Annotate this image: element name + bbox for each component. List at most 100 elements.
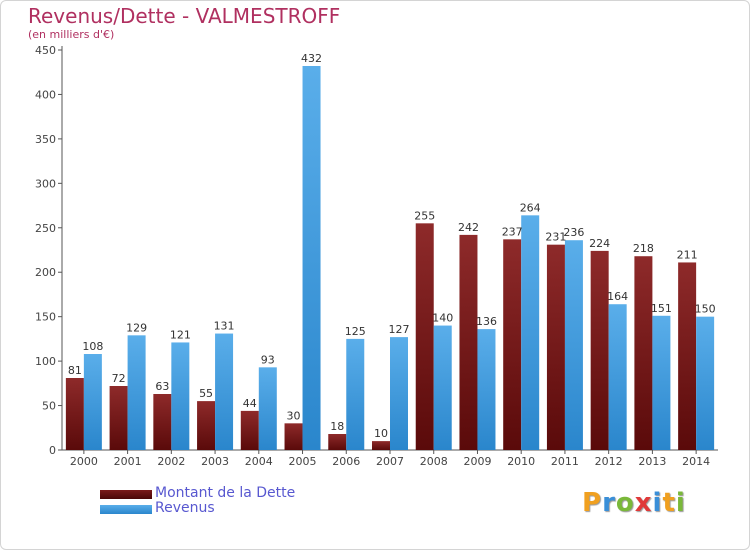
bar-debt-value-label: 63	[155, 380, 169, 393]
bar-revenue-value-label: 108	[82, 340, 103, 353]
logo-letter: r	[602, 488, 616, 518]
bar-revenue	[564, 240, 583, 450]
bar-debt-value-label: 224	[589, 237, 610, 250]
x-tick-label: 2001	[114, 455, 142, 468]
bar-debt	[590, 250, 609, 450]
y-tick-label: 400	[35, 88, 56, 101]
logo-letter: o	[615, 488, 635, 518]
legend-swatch-revenue	[100, 505, 152, 514]
y-tick-label: 0	[49, 444, 56, 457]
bar-revenue-value-label: 150	[695, 303, 716, 316]
bar-debt-value-label: 44	[243, 397, 257, 410]
bar-revenue	[215, 333, 234, 450]
logo-letter: x	[634, 488, 653, 518]
bar-revenue-value-label: 164	[607, 290, 628, 303]
x-tick-label: 2002	[157, 455, 185, 468]
bar-revenue	[652, 315, 671, 450]
bar-revenue-value-label: 140	[432, 312, 453, 325]
bar-revenue	[390, 337, 408, 450]
y-tick-label: 250	[35, 222, 56, 235]
bar-debt	[197, 401, 216, 450]
y-tick-label: 200	[35, 266, 56, 279]
logo-letter: P	[582, 488, 603, 518]
bar-debt-value-label: 242	[458, 221, 479, 234]
bar-revenue	[521, 215, 540, 450]
bar-debt	[372, 441, 390, 450]
bar-debt-value-label: 237	[502, 225, 523, 238]
y-tick-label: 150	[35, 311, 56, 324]
bar-debt-value-label: 231	[545, 231, 566, 244]
bar-debt	[153, 394, 172, 450]
bar-debt-value-label: 211	[677, 248, 698, 261]
y-tick-label: 50	[42, 400, 56, 413]
x-tick-label: 2007	[376, 455, 404, 468]
bar-revenue	[258, 367, 277, 450]
x-tick-label: 2009	[463, 455, 491, 468]
bar-revenue	[696, 316, 715, 450]
bar-debt	[328, 434, 347, 450]
bar-revenue-value-label: 151	[651, 302, 672, 315]
bar-revenue-value-label: 127	[389, 323, 410, 336]
bar-debt	[240, 410, 259, 450]
bar-debt-value-label: 10	[374, 427, 388, 440]
bar-revenue-value-label: 236	[563, 226, 584, 239]
logo-letter: i	[652, 488, 663, 518]
bar-debt-value-label: 81	[68, 364, 82, 377]
bars	[65, 66, 715, 450]
bar-revenue	[302, 66, 321, 450]
x-tick-label: 2003	[201, 455, 229, 468]
bar-revenue-value-label: 93	[261, 353, 275, 366]
bar-revenue-value-label: 136	[476, 315, 497, 328]
bar-debt-value-label: 55	[199, 387, 213, 400]
bar-debt-value-label: 30	[287, 409, 301, 422]
bar-debt	[109, 386, 128, 450]
x-tick-label: 2005	[289, 455, 317, 468]
bar-revenue-value-label: 264	[520, 201, 541, 214]
x-tick-label: 2012	[595, 455, 623, 468]
bar-revenue	[477, 329, 496, 450]
bar-debt	[459, 234, 478, 450]
x-tick-label: 2006	[332, 455, 360, 468]
bar-debt	[284, 423, 303, 450]
bar-revenue-value-label: 131	[214, 320, 235, 333]
bar-revenue	[127, 335, 146, 450]
chart-subtitle: (en milliers d'€)	[28, 28, 115, 41]
x-tick-label: 2000	[70, 455, 98, 468]
bar-revenue	[433, 325, 452, 450]
bar-revenue	[608, 304, 627, 450]
y-tick-label: 350	[35, 133, 56, 146]
logo-letter: i	[675, 488, 686, 518]
bar-debt	[415, 223, 434, 450]
bar-revenue-value-label: 432	[301, 52, 322, 65]
bar-debt-value-label: 255	[414, 209, 435, 222]
labels: 81 72 63 55 44 30 18 10 255 242 237 231 224 218 211 108…	[68, 52, 716, 440]
y-tick-label: 450	[35, 44, 56, 57]
chart-title: Revenus/Dette - VALMESTROFF	[28, 4, 341, 28]
bar-revenue	[346, 338, 365, 450]
bar-debt	[678, 262, 697, 450]
bar-revenue-value-label: 125	[345, 325, 366, 338]
bar-revenue-value-label: 129	[126, 321, 147, 334]
proxiti-logo: Proxiti	[582, 488, 686, 518]
bar-revenue	[83, 354, 102, 450]
bar-debt-value-label: 18	[330, 420, 344, 433]
bar-debt	[634, 256, 653, 450]
bar-revenue-value-label: 121	[170, 328, 191, 341]
y-tick-label: 300	[35, 177, 56, 190]
x-tick-label: 2010	[507, 455, 535, 468]
legend-label-revenue: Revenus	[155, 500, 215, 516]
bar-revenue	[171, 342, 190, 450]
legend-swatch-debt	[100, 490, 152, 499]
bar-debt	[546, 244, 565, 450]
x-tick-label: 2011	[551, 455, 579, 468]
bar-debt-value-label: 218	[633, 242, 654, 255]
x-tick-label: 2008	[420, 455, 448, 468]
x-tick-label: 2013	[638, 455, 666, 468]
logo-letter: t	[662, 488, 676, 518]
bar-debt	[503, 239, 522, 450]
bar-debt	[65, 378, 84, 450]
x-tick-label: 2004	[245, 455, 273, 468]
legend-label-debt: Montant de la Dette	[155, 485, 296, 501]
